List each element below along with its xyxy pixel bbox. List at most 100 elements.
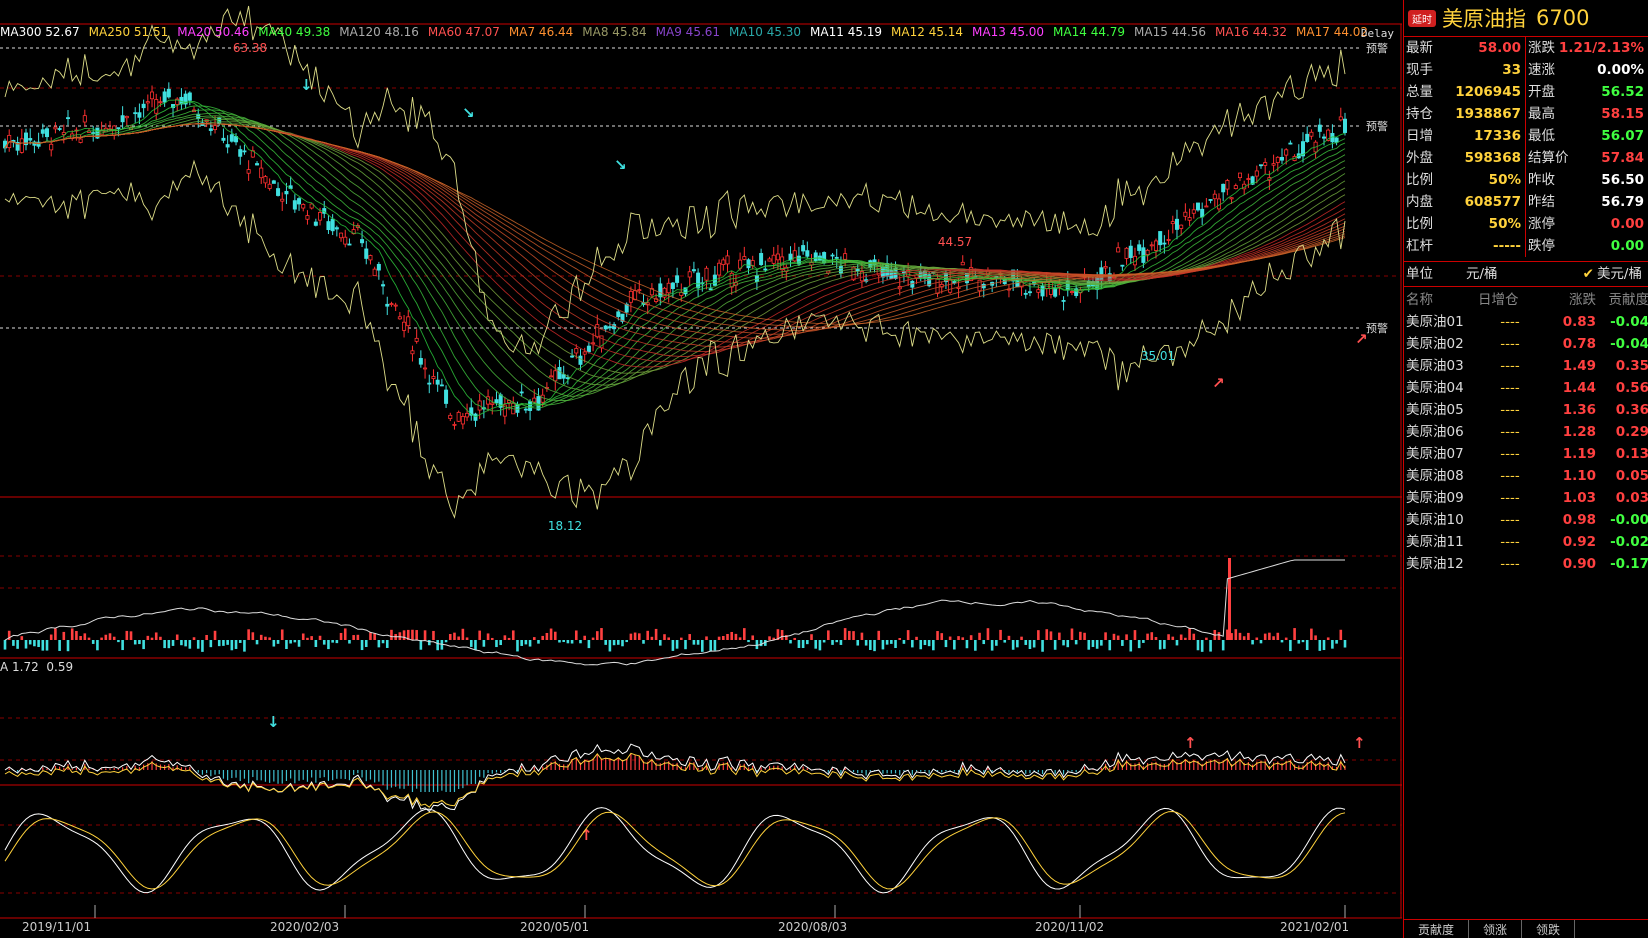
quote-label: 持仓: [1406, 106, 1433, 122]
price-annotation: 35.01: [1141, 349, 1175, 363]
candle-body: [725, 255, 730, 265]
volume-bar: [1263, 633, 1267, 640]
candle-body: [1300, 141, 1305, 157]
candle-body: [448, 414, 453, 419]
volume-bar: [856, 640, 860, 646]
unit-value[interactable]: 元/桶: [1466, 266, 1498, 282]
price-change: 0.83: [1562, 314, 1596, 330]
list-item[interactable]: 美原油11 ---- 0.92 -0.02: [1404, 531, 1648, 553]
list-item[interactable]: 美原油02 ---- 0.78 -0.04: [1404, 333, 1648, 355]
ma-legend-item: MA9 45.61: [655, 25, 721, 39]
candle-body: [662, 287, 667, 298]
panel-tab[interactable]: 领涨: [1469, 920, 1523, 938]
volume-bar: [1007, 635, 1011, 640]
volume-bar: [192, 637, 196, 640]
volume-bar: [398, 632, 402, 640]
list-header-cell[interactable]: 涨跌: [1569, 292, 1596, 308]
volume-bar: [1020, 636, 1023, 640]
list-item[interactable]: 美原油05 ---- 1.36 0.36: [1404, 399, 1648, 421]
volume-bar: [20, 636, 24, 640]
list-item[interactable]: 美原油08 ---- 1.10 0.05: [1404, 465, 1648, 487]
list-item[interactable]: 美原油10 ---- 0.98 -0.00: [1404, 509, 1648, 531]
candle-body: [603, 325, 608, 330]
ma-legend-item: MA16 44.32: [1215, 25, 1288, 39]
volume-bar: [453, 632, 456, 640]
volume-bar: [415, 630, 418, 640]
oscillator-k-line: [4, 807, 1346, 894]
quote-cell: 速涨 0.00%: [1526, 59, 1648, 81]
candle-body: [141, 103, 146, 109]
volume-bar: [776, 629, 780, 640]
volume-bar: [377, 640, 381, 648]
quote-grid: 最新 58.00 涨跌 1.21/2.13% 现手 33 速涨 0.00% 总量 1206945 开…: [1404, 37, 1648, 257]
list-item[interactable]: 美原油03 ---- 1.49 0.35: [1404, 355, 1648, 377]
volume-bar: [188, 640, 192, 649]
candle-body: [133, 112, 138, 115]
volume-bar: [1037, 630, 1040, 640]
volume-bar: [1184, 637, 1187, 640]
list-item[interactable]: 美原油12 ---- 0.90 -0.17: [1404, 553, 1648, 575]
volume-bar: [1163, 640, 1166, 649]
volume-bar: [516, 640, 519, 652]
volume-bar: [112, 636, 116, 640]
quote-label: 杠杆: [1406, 238, 1433, 254]
candle-body: [1221, 183, 1226, 193]
chart-area[interactable]: 预警预警预警63.3818.1244.5735.0158.15↓↘↘↗↗↓↑↑↑…: [0, 0, 1402, 938]
unit-alt-toggle[interactable]: ✔ 美元/桶: [1536, 262, 1648, 286]
candle-body: [154, 99, 159, 114]
volume-bar: [625, 640, 628, 643]
macd-dea-line: [4, 752, 1346, 808]
candle-body: [427, 382, 432, 385]
quote-label: 涨停: [1528, 216, 1555, 232]
price-annotation: 18.12: [548, 519, 582, 533]
volume-bar: [906, 630, 910, 640]
panel-title: 美原油指: [1442, 7, 1526, 31]
list-header-cell[interactable]: 名称: [1406, 292, 1433, 308]
quote-cell: 最高 58.15: [1526, 103, 1648, 125]
volume-bar: [1238, 632, 1242, 640]
volume-bar: [364, 640, 368, 647]
volume-bar: [1221, 640, 1225, 651]
volume-bar: [915, 636, 918, 640]
volume-bar: [696, 640, 700, 645]
list-header-cell[interactable]: 日增仓: [1478, 292, 1519, 308]
volume-bar: [692, 640, 696, 645]
contract-name: 美原油03: [1406, 358, 1464, 374]
candle-body: [859, 271, 864, 282]
volume-bar: [33, 640, 36, 647]
candle-body: [1254, 170, 1259, 177]
volume-bar: [562, 640, 565, 643]
ma-legend-item: MA20 50.46: [177, 25, 250, 39]
list-item[interactable]: 美原油06 ---- 1.28 0.29: [1404, 421, 1648, 443]
quote-cell: 最低 56.07: [1526, 125, 1648, 147]
panel-tab[interactable]: 领跌: [1522, 920, 1576, 938]
volume-bar: [764, 640, 767, 646]
volume-bar: [75, 631, 78, 640]
volume-bar: [843, 628, 847, 640]
list-header-cell[interactable]: 贡献度: [1608, 292, 1648, 308]
volume-bar: [461, 628, 465, 640]
volume-bar: [432, 630, 435, 640]
panel-tab[interactable]: 贡献度: [1404, 920, 1470, 938]
quote-label: 昨结: [1528, 194, 1555, 210]
volume-bar: [747, 640, 750, 643]
volume-bar: [667, 637, 670, 640]
list-item[interactable]: 美原油09 ---- 1.03 0.03: [1404, 487, 1648, 509]
volume-bar: [1137, 640, 1141, 649]
quote-value: 58.00: [1478, 40, 1521, 56]
list-item[interactable]: 美原油04 ---- 1.44 0.56: [1404, 377, 1648, 399]
volume-bar: [553, 631, 557, 640]
panel-code: 6700: [1536, 6, 1590, 30]
candle-body: [771, 254, 776, 264]
volume-bar: [524, 640, 528, 645]
volume-bar: [990, 640, 994, 651]
candle-body: [271, 180, 276, 184]
volume-bar: [163, 640, 166, 649]
oi-change: ----: [1500, 424, 1520, 440]
volume-bar: [104, 634, 108, 640]
list-item[interactable]: 美原油07 ---- 1.19 0.13: [1404, 443, 1648, 465]
open-interest-line: [4, 559, 1345, 666]
macd-label: A 1.72 0.59: [0, 660, 73, 674]
list-item[interactable]: 美原油01 ---- 0.83 -0.04: [1404, 311, 1648, 333]
